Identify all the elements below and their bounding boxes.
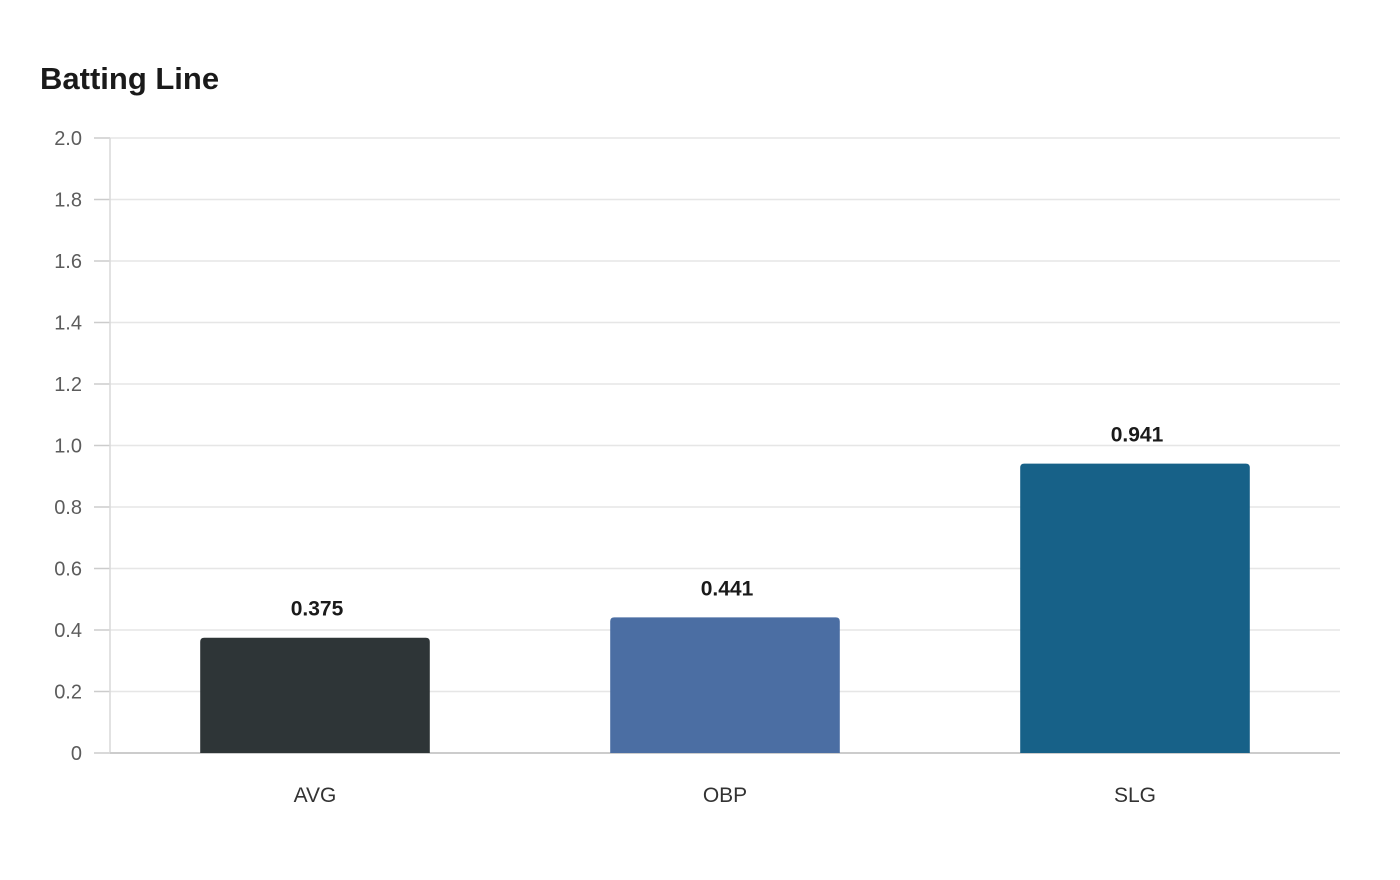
y-tick-label: 2.0 [54, 128, 82, 150]
bars [200, 463, 1250, 753]
x-tick-label-slg: SLG [1114, 784, 1156, 807]
x-tick-label-obp: OBP [703, 784, 747, 807]
data-label-avg: 0.375 [291, 598, 344, 621]
bar-slg [1020, 463, 1250, 753]
y-tick-label: 1.0 [54, 436, 82, 458]
x-tick-label-avg: AVG [294, 784, 337, 807]
y-tick-label: 0.2 [54, 682, 82, 704]
y-tick-label: 1.8 [54, 190, 82, 212]
y-tick-label: 1.6 [54, 251, 82, 273]
y-tick-label: 1.4 [54, 313, 82, 335]
data-label-obp: 0.441 [701, 577, 754, 600]
data-label-slg: 0.941 [1111, 424, 1164, 447]
y-tick-label: 1.2 [54, 374, 82, 396]
bar-obp [610, 617, 840, 753]
chart-title: Batting Line [40, 61, 220, 96]
y-tick-label: 0 [71, 743, 82, 765]
bar-avg [200, 637, 430, 753]
labels: 0 0.2 0.4 0.6 0.8 1.0 1.2 1.4 1.6 1.8 2.0 0.375 AVG 0… [54, 128, 1163, 807]
y-tick-label: 0.4 [54, 620, 82, 642]
y-tick-label: 0.6 [54, 559, 82, 581]
y-tick-label: 0.8 [54, 497, 82, 519]
